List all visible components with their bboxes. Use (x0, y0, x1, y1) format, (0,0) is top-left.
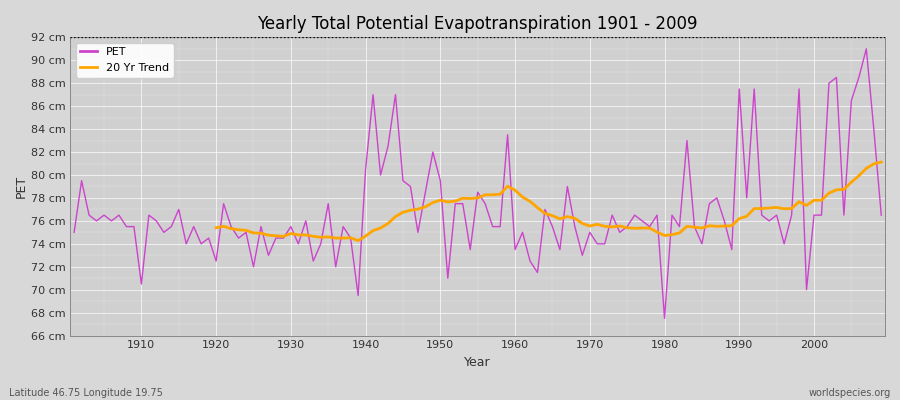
PET (129, 224, 140, 229)
20 Yr Trend (771, 205, 782, 210)
20 Yr Trend (876, 160, 886, 164)
PET (292, 242, 303, 246)
Legend: PET, 20 Yr Trend: PET, 20 Yr Trend (76, 43, 174, 78)
X-axis label: Year: Year (464, 356, 491, 369)
20 Yr Trend (301, 232, 311, 237)
20 Yr Trend (681, 224, 692, 229)
PET (876, 213, 886, 218)
Y-axis label: PET: PET (15, 175, 28, 198)
20 Yr Trend (853, 174, 864, 178)
PET (861, 46, 872, 51)
Line: 20 Yr Trend: 20 Yr Trend (216, 162, 881, 241)
PET (509, 247, 520, 252)
20 Yr Trend (211, 225, 221, 230)
Line: PET: PET (74, 49, 881, 318)
PET (338, 224, 348, 229)
PET (68, 230, 79, 235)
PET (599, 242, 610, 246)
20 Yr Trend (420, 204, 431, 209)
Text: worldspecies.org: worldspecies.org (809, 388, 891, 398)
PET (659, 316, 670, 321)
Title: Yearly Total Potential Evapotranspiration 1901 - 2009: Yearly Total Potential Evapotranspiratio… (257, 15, 698, 33)
20 Yr Trend (787, 206, 797, 211)
20 Yr Trend (353, 238, 364, 243)
Text: Latitude 46.75 Longitude 19.75: Latitude 46.75 Longitude 19.75 (9, 388, 163, 398)
PET (502, 132, 513, 137)
